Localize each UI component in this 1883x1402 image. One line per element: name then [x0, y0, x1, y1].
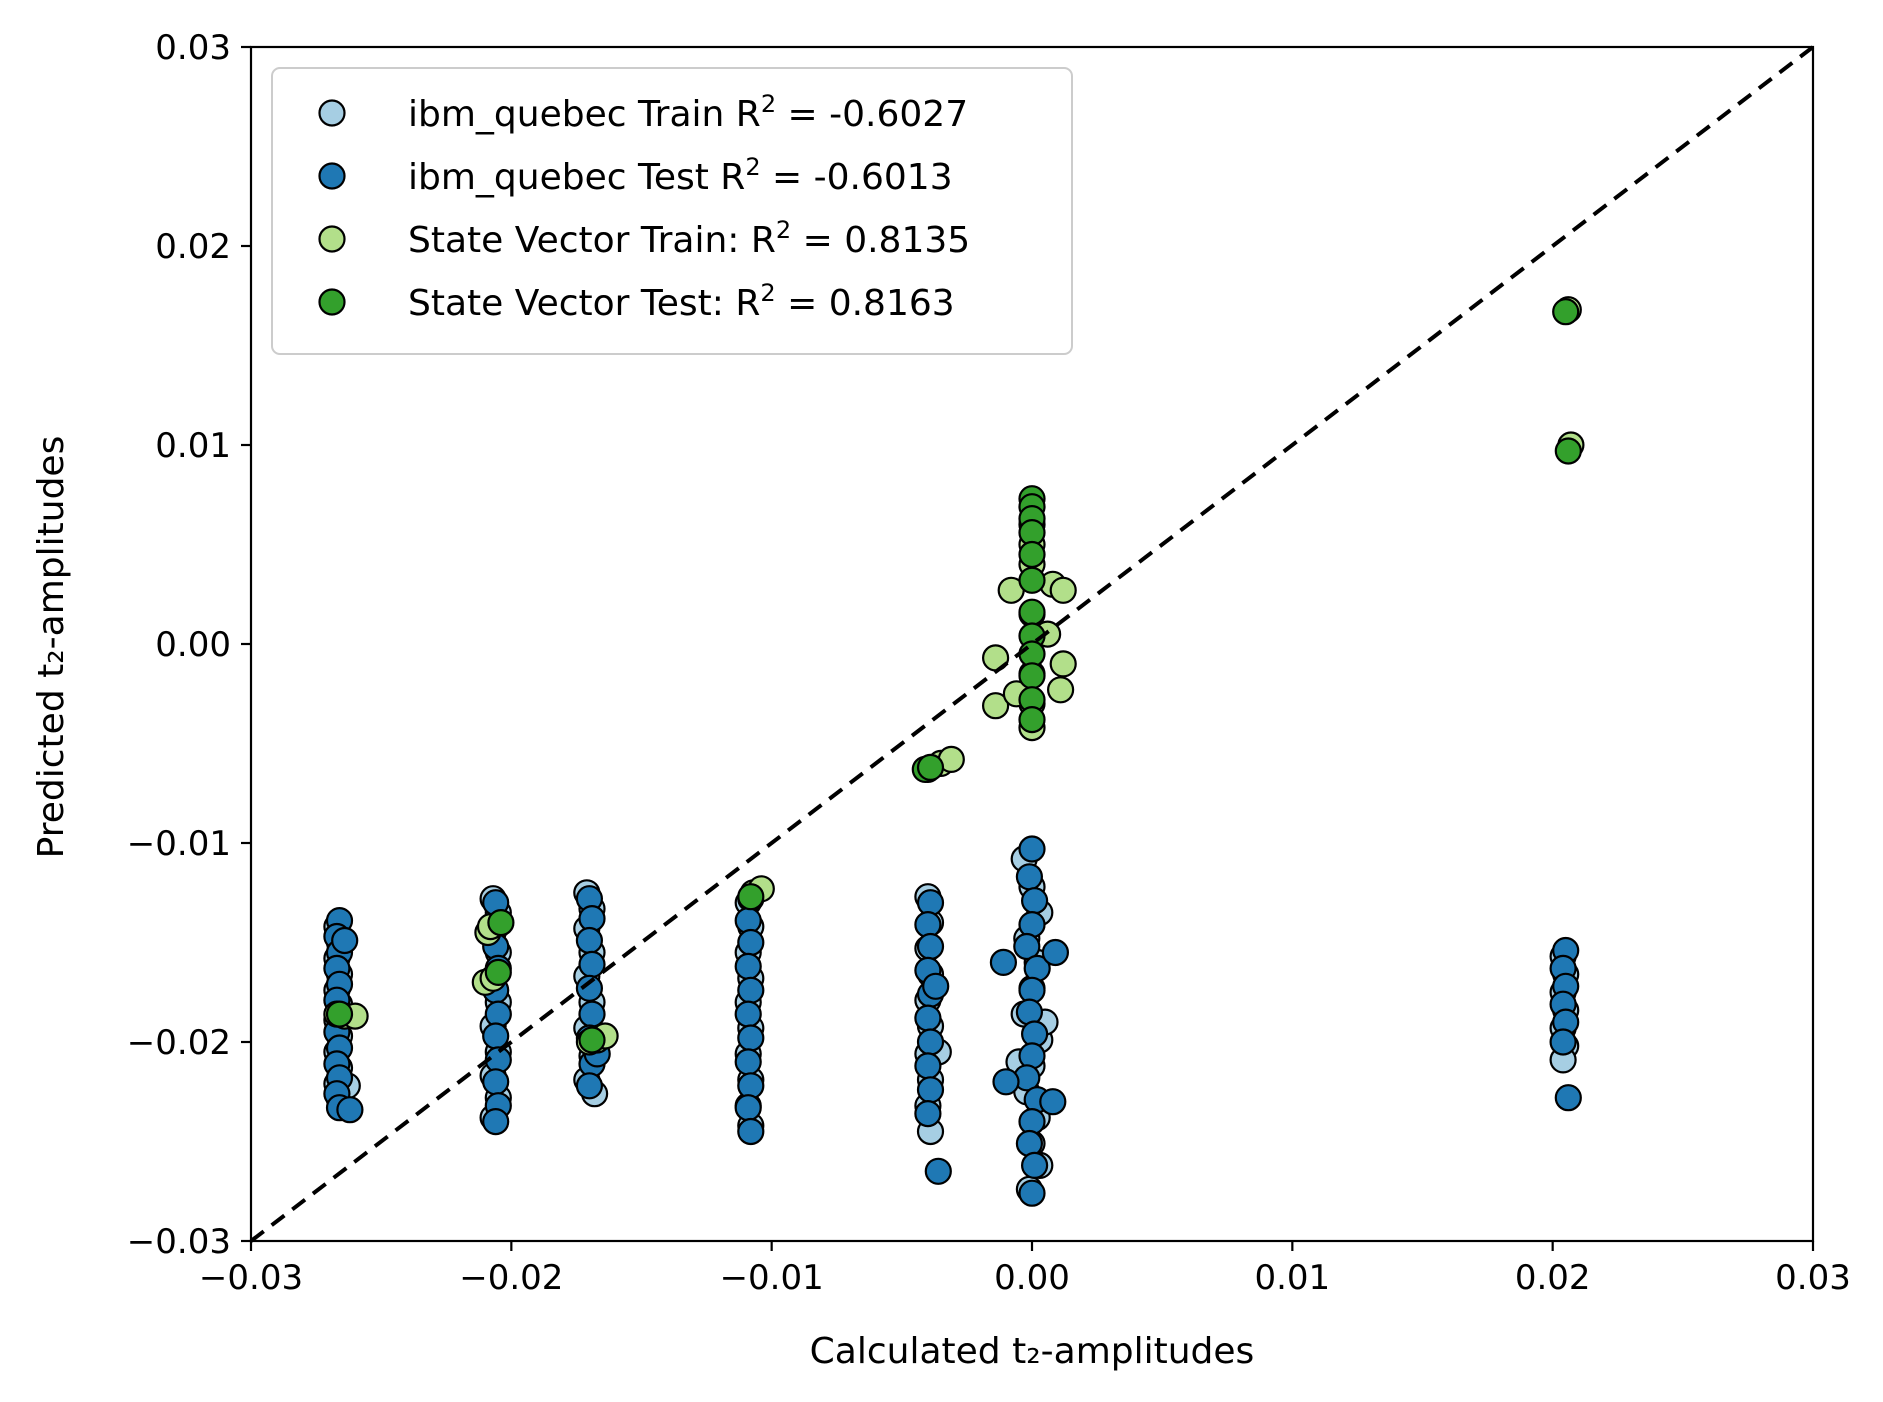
y-tick-label: −0.03 — [127, 1222, 231, 1262]
data-point — [1554, 1084, 1582, 1112]
legend-entry-label: ibm_quebec Train R2 = -0.6027 — [408, 90, 968, 135]
data-point — [482, 1107, 510, 1136]
legend-entry-label: State Vector Test: R2 = 0.8163 — [408, 279, 955, 324]
data-point — [1015, 863, 1044, 891]
data-point — [1020, 887, 1049, 915]
legend-marker — [318, 99, 346, 127]
legend-marker — [318, 288, 346, 316]
data-point — [989, 948, 1018, 977]
data-point — [1018, 835, 1046, 863]
data-point — [1049, 650, 1077, 678]
legend: ibm_quebec Train R2 = -0.6027 ibm_quebec … — [271, 67, 1073, 355]
x-tick-label: 0.03 — [1775, 1258, 1851, 1298]
data-point — [578, 1026, 606, 1054]
data-point — [924, 1157, 952, 1185]
data-point — [331, 926, 359, 955]
x-tick-label: −0.01 — [720, 1258, 824, 1298]
data-point — [1015, 1129, 1044, 1158]
y-tick-label: −0.01 — [127, 824, 231, 864]
data-point — [487, 908, 515, 937]
data-point — [1554, 437, 1582, 465]
data-point — [922, 972, 950, 1000]
data-point — [575, 926, 604, 955]
data-point — [914, 1052, 942, 1080]
data-point — [1549, 1028, 1577, 1056]
data-point — [1018, 705, 1046, 734]
identity-reference-line — [249, 45, 1815, 1243]
data-point — [336, 1096, 364, 1124]
data-point — [737, 1117, 765, 1146]
data-point — [916, 753, 945, 782]
data-point — [1039, 1088, 1067, 1116]
y-tick-label: 0.01 — [155, 426, 231, 466]
data-point — [734, 952, 762, 981]
data-point — [1018, 566, 1046, 594]
legend-entry-label: State Vector Train: R2 = 0.8135 — [408, 216, 970, 261]
x-tick-label: 0.00 — [994, 1258, 1070, 1298]
data-point — [1015, 998, 1044, 1026]
data-point — [1018, 910, 1046, 939]
data-point — [734, 1000, 762, 1028]
data-point — [1013, 932, 1041, 961]
data-point — [1552, 298, 1580, 326]
data-point — [578, 950, 606, 979]
data-point — [992, 1068, 1020, 1096]
data-point — [737, 1024, 765, 1052]
series-4-points — [325, 298, 1582, 1054]
data-point — [1020, 1151, 1049, 1180]
data-point — [981, 692, 1010, 720]
legend-entry-label: ibm_quebec Test R2 = -0.6013 — [408, 153, 953, 198]
y-tick-label: 0.03 — [155, 28, 231, 68]
y-axis-label: Predicted t₂-amplitudes — [31, 436, 72, 859]
data-point — [916, 1076, 945, 1104]
data-point — [578, 1000, 606, 1028]
x-tick-label: −0.03 — [199, 1258, 303, 1298]
axes-layer: −0.03 −0.02 −0.01 0.00 0.01 0.02 0.03 −0.03 −0.0… — [127, 28, 1851, 1298]
data-point — [737, 928, 765, 957]
data-point — [737, 976, 765, 1004]
data-point — [737, 883, 765, 911]
x-tick-label: −0.02 — [459, 1258, 563, 1298]
data-point — [914, 1004, 942, 1032]
points-layer — [323, 296, 1585, 1207]
data-point — [1018, 1179, 1046, 1207]
data-point — [916, 1028, 945, 1056]
data-point — [734, 1094, 762, 1122]
data-point — [1049, 576, 1077, 604]
x-tick-label: 0.02 — [1515, 1258, 1591, 1298]
data-point — [1041, 938, 1070, 967]
legend-marker — [318, 225, 346, 253]
legend-box — [271, 67, 1073, 355]
data-point — [1018, 540, 1046, 569]
data-point — [325, 1000, 354, 1028]
data-point — [914, 1099, 942, 1128]
data-point — [575, 1072, 604, 1100]
data-point — [734, 1048, 762, 1076]
data-point — [575, 974, 604, 1002]
data-point — [1018, 662, 1046, 690]
data-point — [484, 958, 512, 987]
x-tick-label: 0.01 — [1254, 1258, 1330, 1298]
legend-marker — [318, 162, 346, 190]
data-point — [916, 932, 945, 961]
x-axis-label: Calculated t₂-amplitudes — [810, 1331, 1255, 1372]
data-point — [482, 1068, 510, 1096]
y-tick-label: 0.00 — [155, 625, 231, 665]
data-point — [1018, 598, 1046, 626]
data-point — [1046, 676, 1075, 704]
y-tick-label: −0.02 — [127, 1023, 231, 1063]
data-point — [1018, 1042, 1046, 1070]
y-tick-label: 0.02 — [155, 227, 231, 267]
